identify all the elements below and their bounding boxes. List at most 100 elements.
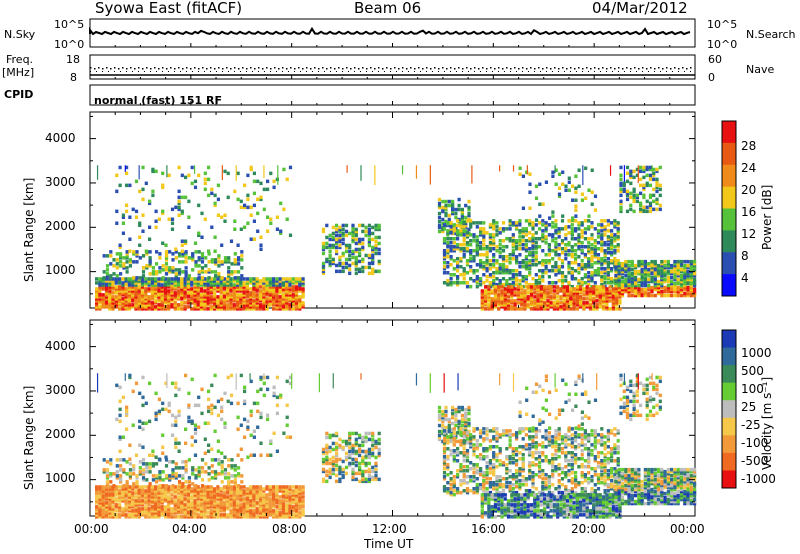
power-cell [164, 258, 169, 262]
power-cell [268, 287, 272, 291]
power-cell [184, 175, 188, 180]
power-cell [104, 299, 109, 303]
power-cell [567, 243, 571, 247]
power-cell [475, 247, 479, 251]
power-cell [617, 263, 621, 268]
power-cell [444, 211, 448, 216]
power-cell [278, 281, 282, 285]
power-cell [441, 227, 445, 232]
velocity-cell [125, 427, 129, 431]
power-cell [539, 301, 543, 305]
power-cell [191, 252, 195, 256]
velocity-cell [265, 495, 269, 499]
power-cell [559, 305, 563, 309]
power-cell [488, 263, 492, 267]
velocity-cell [111, 513, 115, 517]
power-cell [288, 289, 292, 293]
power-cell [643, 281, 647, 286]
velocity-cell [249, 491, 253, 495]
velocity-cell [187, 405, 191, 410]
velocity-cell [223, 472, 228, 476]
velocity-cell [209, 497, 213, 501]
power-cell [506, 307, 511, 311]
power-cell [557, 247, 561, 251]
power-cell [134, 289, 138, 293]
power-cell [144, 291, 148, 295]
power-cell [551, 225, 555, 229]
power-cell [262, 287, 266, 291]
power-cell [534, 218, 539, 222]
velocity-cell [331, 455, 335, 460]
power-cell [484, 301, 488, 305]
velocity-cell [213, 505, 217, 509]
power-cell [602, 293, 606, 297]
power-cell [580, 263, 584, 267]
velocity-cell [209, 503, 213, 507]
power-cell [510, 285, 514, 289]
velocity-cell [281, 507, 285, 511]
power-cell [577, 281, 581, 285]
velocity-cell [190, 509, 194, 513]
velocity-cell [236, 511, 240, 515]
power-cell [291, 295, 295, 299]
power-cell [163, 291, 168, 295]
velocity-cell [102, 468, 106, 472]
velocity-cell [132, 466, 136, 470]
velocity-cell [209, 493, 213, 497]
velocity-cell [200, 458, 205, 462]
power-cell [689, 287, 693, 292]
power-cell [462, 239, 466, 243]
velocity-cell [171, 470, 175, 474]
power-cell [600, 261, 604, 265]
velocity-cell [226, 507, 230, 511]
power-cell [620, 293, 625, 298]
velocity-cell [331, 447, 335, 452]
power-cell [670, 269, 674, 274]
power-cell [531, 237, 535, 241]
power-cell [569, 301, 573, 305]
power-cell [544, 241, 548, 245]
power-cell [138, 235, 142, 239]
velocity-cell [288, 505, 292, 509]
velocity-cell [109, 472, 113, 476]
velocity-cell [108, 489, 112, 493]
velocity-cell [249, 499, 253, 503]
power-cell [121, 231, 125, 235]
power-cell [547, 249, 551, 253]
velocity-cell [115, 383, 119, 388]
power-cell [660, 281, 664, 286]
power-cell [574, 186, 578, 190]
power-cell [186, 281, 190, 285]
velocity-cell [127, 507, 131, 511]
power-cell [518, 279, 522, 283]
power-cell [134, 291, 138, 295]
power-cell [493, 291, 497, 295]
power-cell [673, 273, 677, 278]
power-cell [516, 297, 520, 301]
power-cell [459, 265, 463, 269]
power-cell [617, 261, 621, 266]
power-cell [104, 305, 109, 309]
velocity-cell [196, 497, 200, 501]
power-cell [104, 293, 109, 297]
power-cell [216, 279, 220, 283]
power-cell [124, 303, 128, 307]
velocity-cell [242, 489, 246, 493]
power-cell [596, 235, 601, 239]
power-cell [265, 297, 269, 301]
velocity-cell [186, 513, 190, 517]
power-cell [338, 237, 342, 242]
power-cell [673, 293, 677, 298]
velocity-cell [203, 503, 207, 507]
power-cell [294, 297, 299, 301]
velocity-cell [186, 497, 190, 501]
power-cell [617, 285, 621, 290]
power-cell [118, 295, 122, 299]
velocity-cell [272, 393, 276, 398]
power-cell [214, 262, 218, 266]
velocity-cell [190, 377, 194, 382]
power-cell [229, 301, 233, 305]
power-cell [351, 231, 355, 236]
velocity-cell [354, 441, 358, 446]
power-cell [442, 223, 447, 227]
